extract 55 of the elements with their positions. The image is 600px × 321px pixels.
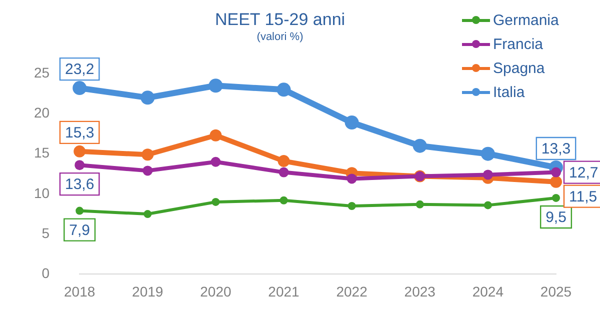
data-label: 23,2: [64, 61, 94, 78]
legend-label: Italia: [493, 84, 525, 100]
data-label: 13,6: [64, 176, 94, 194]
data-label: 11,5: [568, 188, 598, 206]
x-tick-label: 2023: [404, 283, 436, 300]
point: [550, 176, 562, 188]
point: [346, 174, 357, 184]
point: [278, 155, 290, 168]
point: [412, 138, 427, 153]
point: [348, 202, 356, 210]
y-tick-label: 0: [42, 265, 50, 282]
point: [76, 206, 84, 215]
x-tick-label: 2025: [540, 283, 572, 300]
y-tick-label: 10: [34, 184, 50, 201]
point: [142, 148, 154, 161]
point: [552, 194, 560, 202]
x-tick-label: 2018: [64, 283, 96, 300]
point: [210, 156, 221, 167]
y-tick-label: 5: [42, 224, 50, 241]
point: [74, 160, 85, 170]
point: [280, 196, 288, 204]
chart-subtitle: (valori %): [256, 31, 304, 44]
point: [344, 116, 359, 130]
data-label: 12,7: [568, 164, 598, 182]
point: [416, 200, 424, 208]
point: [482, 170, 493, 180]
legend-label: Francia: [493, 36, 544, 52]
legend-label: Germania: [493, 12, 559, 28]
x-tick-label: 2024: [472, 283, 504, 300]
x-tick-label: 2021: [268, 283, 300, 300]
x-tick-label: 2022: [336, 283, 368, 300]
data-label: 7,9: [69, 222, 90, 239]
point: [480, 146, 495, 161]
point: [210, 129, 222, 142]
point: [142, 166, 153, 176]
chart-title: NEET 15-29 anni: [214, 10, 346, 29]
point: [74, 145, 86, 158]
point: [278, 167, 289, 178]
point: [551, 167, 561, 178]
point: [144, 210, 152, 218]
y-tick-label: 20: [34, 104, 50, 121]
point: [208, 78, 223, 93]
data-label: 15,3: [64, 124, 94, 142]
x-tick-label: 2020: [200, 283, 232, 300]
data-label: 9,5: [546, 209, 566, 226]
point: [140, 90, 155, 105]
point: [276, 82, 291, 97]
y-tick-label: 15: [34, 144, 50, 161]
data-label: 13,3: [541, 140, 571, 158]
x-tick-label: 2019: [132, 283, 164, 300]
y-tick-label: 25: [34, 64, 50, 80]
point: [72, 81, 87, 96]
point: [212, 198, 220, 206]
point: [484, 201, 492, 210]
legend-label: Spagna: [493, 60, 545, 76]
